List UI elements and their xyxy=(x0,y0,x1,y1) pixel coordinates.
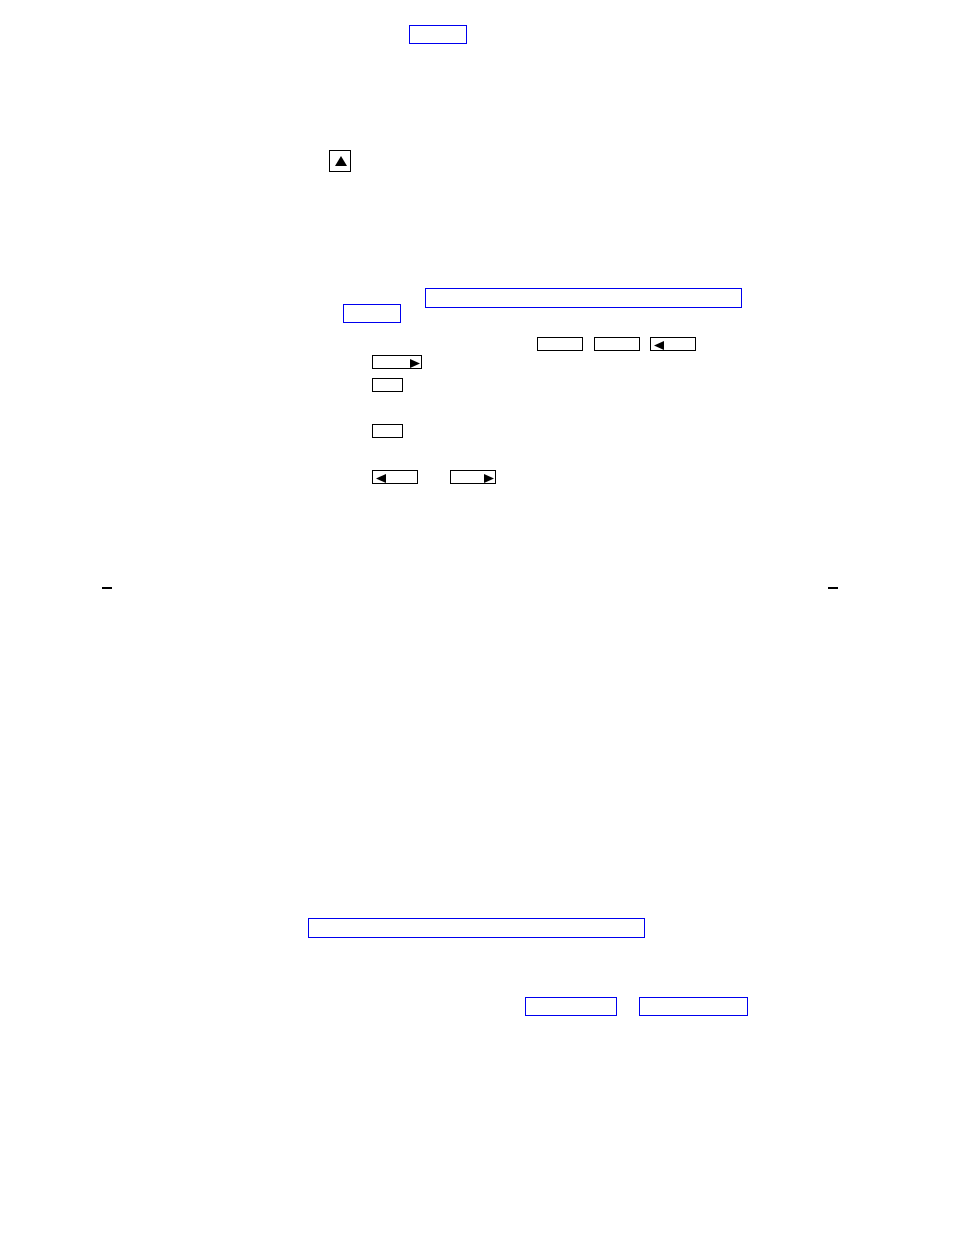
stack-button-2[interactable] xyxy=(372,378,403,392)
right-arrow-icon xyxy=(484,474,494,483)
box-mid-blue-left[interactable] xyxy=(343,304,401,323)
left-arrow-icon xyxy=(376,474,386,483)
box-bottom-blue-2[interactable] xyxy=(639,997,748,1016)
box-top-blue-1[interactable] xyxy=(409,25,467,44)
left-arrow-icon xyxy=(654,341,664,350)
wide-field-1[interactable] xyxy=(425,288,742,308)
right-arrow-icon xyxy=(410,359,420,368)
up-arrow-button[interactable] xyxy=(329,150,351,172)
pair-button-left-arrow[interactable] xyxy=(372,470,418,484)
tick-left xyxy=(102,587,112,589)
wide-field-2[interactable] xyxy=(308,918,645,938)
pair-button-right-arrow[interactable] xyxy=(450,470,496,484)
up-arrow-icon xyxy=(335,156,347,166)
stack-button-3[interactable] xyxy=(372,424,403,438)
row-button-3-left-arrow[interactable] xyxy=(650,337,696,351)
tick-right xyxy=(828,587,838,589)
row-button-1[interactable] xyxy=(537,337,583,351)
box-bottom-blue-1[interactable] xyxy=(525,997,617,1016)
stack-button-1-right-arrow[interactable] xyxy=(372,355,422,369)
row-button-2[interactable] xyxy=(594,337,640,351)
